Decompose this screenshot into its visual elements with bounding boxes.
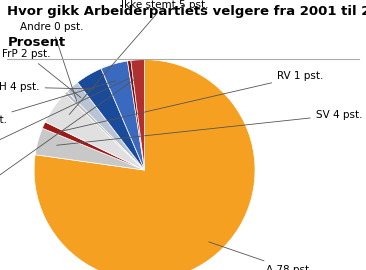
Wedge shape bbox=[127, 60, 145, 170]
Wedge shape bbox=[35, 128, 145, 170]
Wedge shape bbox=[67, 82, 145, 170]
Wedge shape bbox=[131, 60, 145, 170]
Text: V 2 pst.: V 2 pst. bbox=[0, 78, 137, 197]
Text: RV 1 pst.: RV 1 pst. bbox=[61, 71, 324, 131]
Wedge shape bbox=[42, 122, 145, 170]
Wedge shape bbox=[34, 60, 255, 270]
Wedge shape bbox=[101, 61, 145, 170]
Text: Sp 4 pst.: Sp 4 pst. bbox=[0, 81, 116, 125]
Text: SV 4 pst.: SV 4 pst. bbox=[57, 110, 362, 145]
Text: Andre 0 pst.: Andre 0 pst. bbox=[20, 22, 84, 102]
Text: FrP 2 pst.: FrP 2 pst. bbox=[2, 49, 81, 97]
Text: A 78 pst.: A 78 pst. bbox=[209, 242, 313, 270]
Wedge shape bbox=[65, 91, 145, 170]
Wedge shape bbox=[78, 69, 145, 170]
Wedge shape bbox=[45, 94, 145, 170]
Text: Prosent: Prosent bbox=[7, 36, 66, 49]
Text: Hvor gikk Arbeiderpartiets velgere fra 2001 til 2005?: Hvor gikk Arbeiderpartiets velgere fra 2… bbox=[7, 5, 366, 18]
Text: H 4 pst.: H 4 pst. bbox=[0, 82, 94, 92]
Text: Ikke stemt 5 pst.: Ikke stemt 5 pst. bbox=[69, 0, 208, 114]
Text: KrF 0 pst.: KrF 0 pst. bbox=[0, 78, 129, 158]
